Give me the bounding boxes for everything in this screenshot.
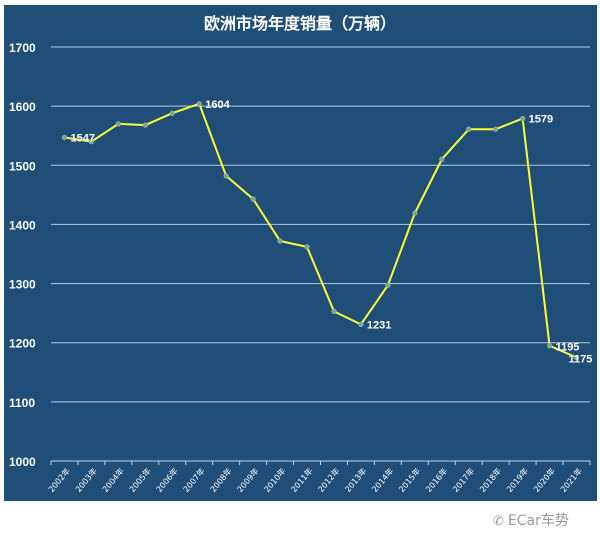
x-tick-label: 2004年 <box>100 466 126 494</box>
y-tick-label: 1200 <box>9 337 36 351</box>
y-tick-label: 1600 <box>9 100 36 114</box>
data-point <box>223 173 229 179</box>
data-point <box>331 308 337 314</box>
data-point <box>142 122 148 128</box>
data-point <box>250 196 256 202</box>
data-label: 1579 <box>529 114 553 126</box>
data-point <box>358 321 364 327</box>
x-tick-label: 2011年 <box>289 466 315 494</box>
data-point <box>439 156 445 162</box>
data-point <box>169 110 175 116</box>
x-tick-label: 2017年 <box>450 466 476 494</box>
data-label: 1195 <box>556 342 580 354</box>
data-point <box>385 282 391 288</box>
chart-title: 欧洲市场年度销量（万辆） <box>203 14 396 33</box>
y-tick-label: 1500 <box>9 159 36 173</box>
x-tick-label: 2002年 <box>46 466 72 494</box>
data-point <box>88 139 95 145</box>
data-point <box>277 238 283 244</box>
series-line <box>64 102 577 359</box>
x-tick-label: 2012年 <box>316 466 342 494</box>
wechat-icon: ✆ <box>493 514 504 529</box>
x-tick-label: 2015年 <box>396 466 422 494</box>
x-tick-label: 2020年 <box>531 466 557 494</box>
x-tick-label: 2008年 <box>208 466 234 494</box>
data-point <box>196 101 202 107</box>
data-label: 1231 <box>367 319 391 331</box>
x-tick-label: 2014年 <box>370 466 396 494</box>
data-point <box>304 244 310 250</box>
x-tick-label: 2009年 <box>235 466 261 494</box>
x-tick-label: 2007年 <box>181 466 207 494</box>
data-label: 1604 <box>205 99 230 111</box>
y-tick-label: 1100 <box>9 396 35 410</box>
data-point <box>412 210 418 216</box>
x-tick-label: 2016年 <box>423 466 449 494</box>
watermark: ✆ ECar车势 <box>493 510 569 530</box>
data-label: 1175 <box>569 354 593 366</box>
chart-panel <box>4 5 597 501</box>
x-tick-label: 2003年 <box>73 466 99 494</box>
y-tick-label: 1300 <box>9 278 36 292</box>
y-tick-label: 1700 <box>9 41 36 55</box>
x-tick-label: 2013年 <box>343 466 369 494</box>
x-tick-label: 2018年 <box>477 466 503 494</box>
data-point <box>466 126 472 132</box>
x-tick-label: 2019年 <box>504 466 530 494</box>
data-point <box>115 121 121 127</box>
x-tick-label: 2006年 <box>154 466 180 494</box>
x-tick-label: 2021年 <box>558 466 584 494</box>
data-point <box>546 343 553 349</box>
y-tick-label: 1400 <box>9 218 36 232</box>
watermark-text: ECar车势 <box>507 513 569 529</box>
x-tick-label: 2005年 <box>127 466 153 494</box>
x-tick-label: 2010年 <box>262 466 288 494</box>
y-tick-label: 1000 <box>9 455 36 469</box>
data-point <box>520 115 526 122</box>
data-point <box>61 134 68 141</box>
data-point <box>573 354 580 361</box>
data-label: 1547 <box>70 132 94 144</box>
data-point <box>493 126 499 132</box>
